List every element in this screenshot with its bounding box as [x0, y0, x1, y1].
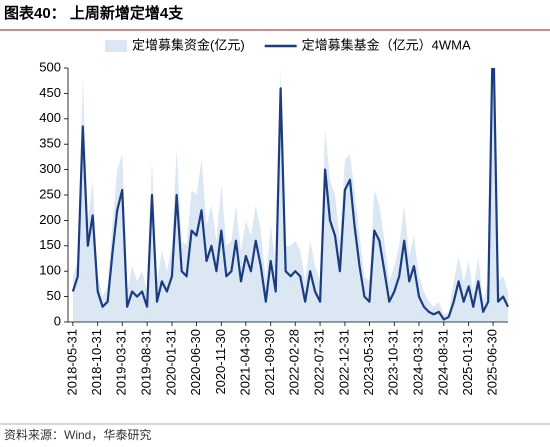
line [71, 68, 509, 321]
x-tick-label: 2020-01-31 [163, 329, 178, 396]
x-tick-label: 2020-06-30 [188, 329, 203, 396]
x-tick-label: 2018-10-31 [89, 329, 104, 396]
y-tick-label: 0 [54, 313, 61, 328]
x-tick-label: 2024-03-31 [410, 329, 425, 396]
legend-swatch [105, 40, 127, 52]
y-tick-label: 300 [39, 161, 61, 176]
x-tick-label: 2022-02-28 [287, 329, 302, 396]
x-tick-label: 2018-05-31 [64, 329, 79, 396]
x-tick-label: 2020-11-30 [213, 329, 228, 395]
y-tick-label: 150 [39, 237, 61, 252]
y-tick-label: 350 [39, 136, 61, 151]
x-tick-label: 2022-07-31 [312, 329, 327, 396]
legend-label: 定增募集基金（亿元）4WMA [302, 37, 471, 52]
y-tick-label: 400 [39, 110, 61, 125]
x-tick-label: 2019-08-31 [139, 329, 154, 396]
x-tick-label: 2019-03-31 [114, 329, 129, 396]
x-tick-label: 2025-06-30 [484, 329, 499, 396]
y-tick-label: 250 [39, 186, 61, 201]
y-tick-label: 500 [39, 59, 61, 74]
x-tick-label: 2023-10-31 [386, 329, 401, 396]
plot [71, 68, 509, 322]
x-tick-label: 2022-12-31 [336, 329, 351, 396]
y-tick-label: 450 [39, 85, 61, 100]
source: 资料来源：Wind，华泰研究 [4, 427, 151, 442]
y-tick-label: 50 [47, 288, 61, 303]
x-tick-label: 2025-01-31 [460, 329, 475, 396]
x-tick-label: 2021-04-30 [237, 329, 252, 396]
x-tick-label: 2021-09-30 [262, 329, 277, 396]
y-tick-label: 200 [39, 212, 61, 227]
x-tick-label: 2024-08-31 [435, 329, 450, 396]
y-tick-label: 100 [39, 263, 61, 278]
x-tick-label: 2023-05-31 [361, 329, 376, 396]
chart-title: 图表40： 上周新增定增4支 [4, 4, 184, 22]
legend-label: 定增募集资金(亿元) [132, 37, 245, 52]
